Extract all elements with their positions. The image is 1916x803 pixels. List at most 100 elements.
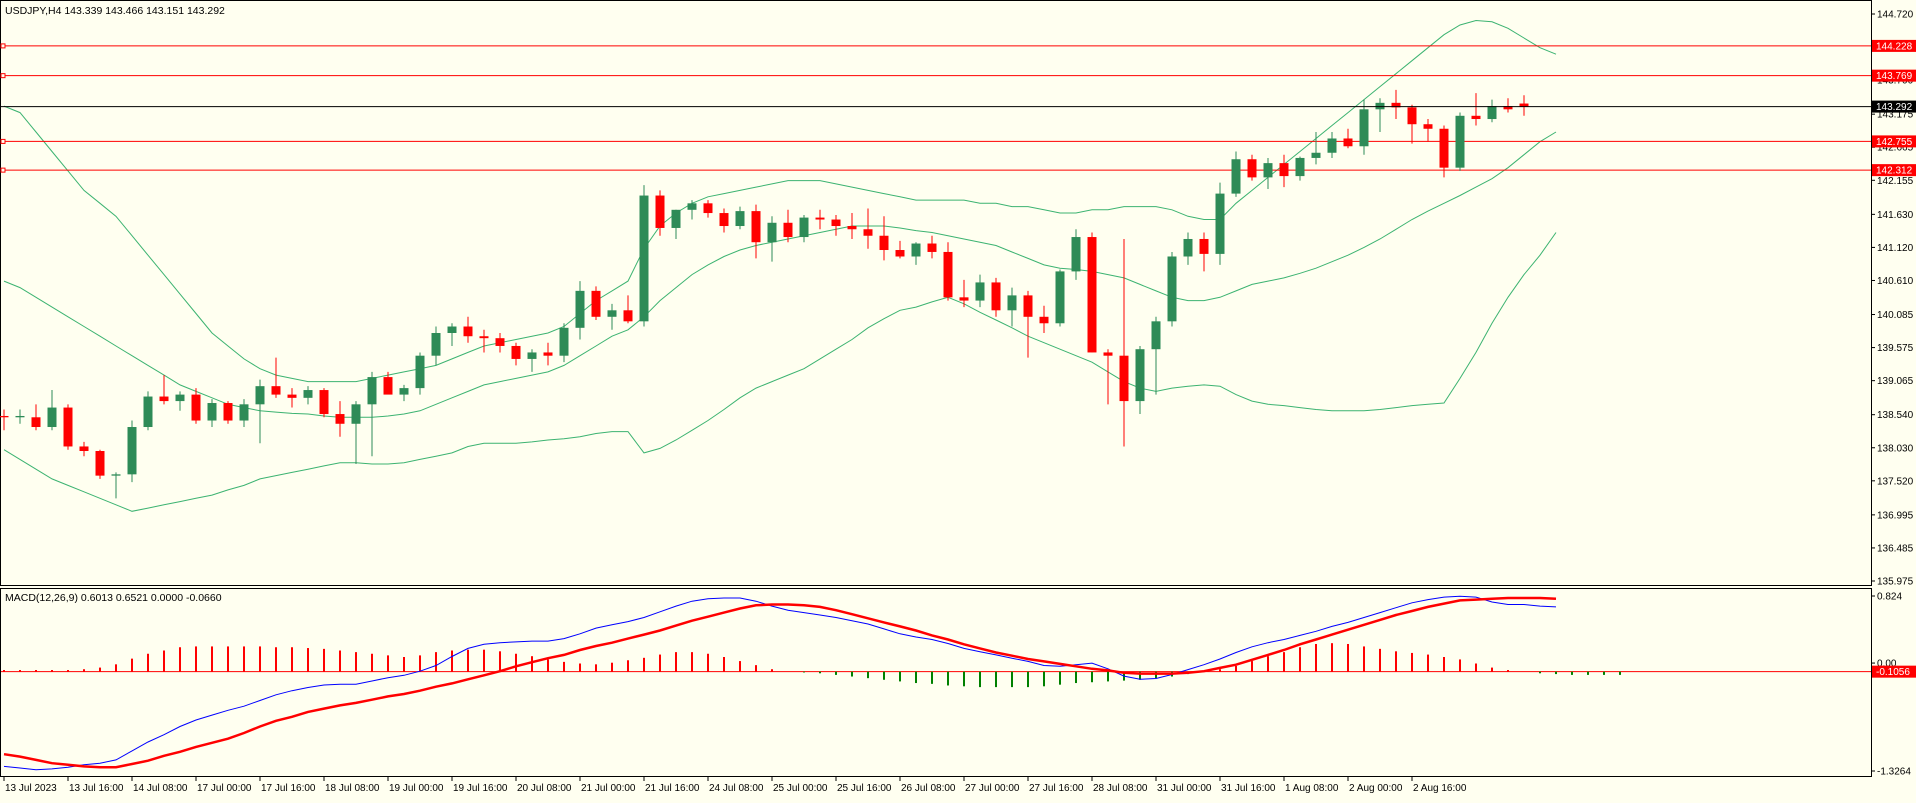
level-price-label: 142.312 [1876, 166, 1913, 177]
time-tick-label: 25 Jul 16:00 [837, 783, 892, 794]
candle-body [543, 352, 553, 356]
candle-body [751, 211, 761, 243]
price-tick-label: 142.665 [1877, 143, 1914, 154]
candle-body [95, 451, 105, 476]
level-handle [0, 138, 6, 144]
time-tick-label: 17 Jul 16:00 [261, 783, 316, 794]
time-tick-label: 21 Jul 00:00 [581, 783, 636, 794]
candle-body [415, 355, 425, 389]
candle-body [1039, 316, 1049, 324]
candle-body [655, 195, 665, 228]
candle-body [879, 235, 889, 251]
candlestick-series [0, 89, 1529, 499]
candle-body [895, 250, 905, 257]
candle-body [15, 415, 25, 418]
candle-body [351, 404, 361, 424]
price-tick-label: 141.630 [1877, 210, 1914, 221]
candle-body [127, 427, 137, 475]
level-price-tag [1872, 69, 1916, 82]
candle-body [495, 338, 505, 346]
candle-body [527, 352, 537, 359]
candle-body [1455, 115, 1465, 168]
level-handle [0, 43, 6, 49]
candle-body [159, 396, 169, 402]
candle-body [1119, 355, 1129, 402]
candle-body [735, 211, 745, 227]
time-tick-label: 19 Jul 16:00 [453, 783, 508, 794]
price-tick-label: 139.575 [1877, 343, 1914, 354]
candle-body [719, 213, 729, 227]
candle-body [335, 414, 345, 424]
candle-body [367, 377, 377, 405]
candle-body [287, 394, 297, 398]
candle-body [1023, 295, 1033, 317]
candle-body [1311, 152, 1321, 158]
candle-body [1359, 109, 1369, 147]
candle-body [1087, 237, 1097, 353]
price-tick-label: 140.610 [1877, 276, 1914, 287]
candle-body [399, 388, 409, 395]
horizontal-levels[interactable]: 144.228 143.769 142.755 142.312 [0, 39, 1916, 177]
current-price-label: 143.292 [1876, 102, 1913, 113]
macd-signal-line [3, 596, 1557, 769]
candle-body [991, 282, 1001, 311]
candle-body [847, 226, 857, 230]
symbol-header: USDJPY,H4 143.339 143.466 143.151 143.29… [5, 5, 225, 17]
candle-body [1343, 138, 1353, 147]
macd-indicator: -0.1056 [1, 595, 1916, 771]
candle-body [1327, 138, 1337, 153]
candle-body [783, 222, 793, 238]
candle-body [607, 310, 617, 317]
time-tick-label: 1 Aug 08:00 [1285, 783, 1339, 794]
candle-body [1247, 159, 1257, 178]
macd-tick-label: -1.3264 [1877, 767, 1911, 778]
candle-body [479, 336, 489, 339]
candle-body [671, 209, 681, 228]
time-tick-label: 14 Jul 08:00 [133, 783, 188, 794]
candle-body [927, 243, 937, 252]
candle-body [1055, 271, 1065, 324]
candle-body [703, 203, 713, 214]
macd-tick-label: 0.00 [1877, 659, 1897, 670]
candle-body [1263, 163, 1273, 178]
price-tick-label: 141.120 [1877, 243, 1914, 254]
candle-body [111, 474, 121, 476]
candle-body [1279, 163, 1289, 177]
price-tick-label: 143.175 [1877, 110, 1914, 121]
candle-body [511, 345, 521, 359]
candle-body [79, 446, 89, 452]
level-price-tag [1872, 39, 1916, 52]
candle-body [1487, 106, 1497, 120]
candle-body [143, 396, 153, 428]
time-tick-label: 21 Jul 16:00 [645, 783, 700, 794]
candle-body [0, 415, 9, 418]
candle-body [191, 394, 201, 421]
price-tick-label: 135.975 [1877, 577, 1914, 588]
candle-body [463, 326, 473, 337]
candle-body [1423, 124, 1433, 129]
time-tick-label: 18 Jul 08:00 [325, 783, 380, 794]
candle-body [1199, 238, 1209, 254]
candle-body [63, 407, 73, 447]
level-handle [0, 167, 6, 173]
candle-body [175, 394, 185, 402]
candle-body [959, 297, 969, 301]
candle-body [559, 327, 569, 356]
candle-body [687, 203, 697, 210]
level-price-tag [1872, 164, 1916, 177]
candle-body [911, 243, 921, 257]
price-tick-label: 144.720 [1877, 10, 1914, 21]
price-pane-frame [0, 0, 1872, 586]
candle-body [1071, 237, 1081, 272]
candle-body [31, 417, 41, 428]
candle-body [255, 386, 265, 405]
candle-body [239, 404, 249, 421]
macd-pane-frame [0, 588, 1872, 777]
candle-body [1471, 115, 1481, 120]
time-tick-label: 24 Jul 08:00 [709, 783, 764, 794]
candle-body [1215, 193, 1225, 254]
bollinger-upper [3, 19, 1557, 383]
level-handle [0, 73, 6, 79]
